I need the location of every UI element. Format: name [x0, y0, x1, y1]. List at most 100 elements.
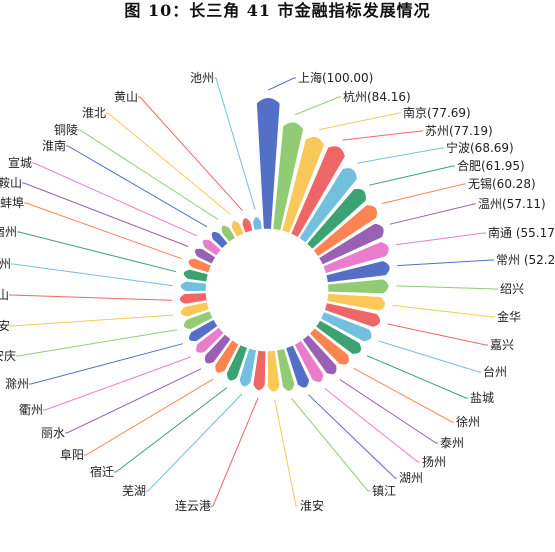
leader-line-15 — [366, 355, 468, 399]
rose-petal-2 — [272, 121, 304, 231]
petal-label-11: 绍兴 — [500, 282, 524, 296]
leader-line-40 — [138, 96, 243, 212]
petal-label-31: 舟山 — [0, 288, 9, 302]
petal-label-2: 杭州(84.16) — [343, 89, 411, 104]
leader-line-33 — [17, 231, 177, 273]
leader-line-12 — [392, 304, 495, 318]
rose-petal-15 — [315, 319, 362, 355]
leader-line-27 — [43, 356, 192, 411]
leader-line-17 — [339, 379, 438, 444]
rose-petal-38 — [221, 225, 236, 243]
rose-petal-5 — [298, 167, 358, 244]
leader-line-37 — [66, 145, 208, 228]
leader-line-22 — [211, 397, 259, 507]
leader-line-11 — [396, 285, 498, 290]
leader-line-39 — [106, 112, 231, 215]
petal-label-22: 连云港 — [175, 498, 211, 513]
rose-petal-25 — [214, 339, 240, 374]
petal-label-25: 阜阳 — [60, 448, 84, 462]
leader-line-31 — [9, 294, 172, 301]
rose-petal-7 — [312, 204, 378, 257]
rose-petal-24 — [226, 344, 248, 382]
leader-line-8 — [389, 203, 476, 225]
rose-petal-10 — [325, 260, 391, 283]
leader-line-16 — [353, 367, 454, 423]
rose-petal-27 — [195, 326, 225, 354]
leader-line-18 — [324, 388, 420, 463]
petal-label-9: 南通 (55.17 — [488, 225, 555, 240]
rose-petal-28 — [188, 319, 219, 342]
rose-petal-37 — [211, 231, 229, 249]
leader-line-34 — [24, 202, 182, 259]
petal-label-8: 温州(57.11) — [478, 197, 546, 211]
rose-petal-12 — [326, 293, 386, 312]
leader-line-30 — [10, 314, 174, 327]
leader-line-35 — [22, 182, 189, 247]
leader-line-36 — [32, 162, 198, 237]
leader-line-25 — [84, 378, 214, 456]
petal-label-38: 铜陵 — [54, 122, 78, 137]
rose-petal-16 — [309, 327, 350, 366]
petal-label-1: 上海(100.00) — [298, 70, 373, 85]
petal-label-5: 宁波(68.69) — [446, 140, 514, 155]
petal-label-24: 宿迁 — [90, 464, 114, 479]
rose-petal-30 — [180, 301, 210, 318]
petal-label-20: 镇江 — [372, 484, 396, 498]
leader-line-28 — [29, 343, 183, 385]
petal-label-3: 南京(77.69) — [403, 105, 471, 120]
petal-label-32: 亳州 — [0, 256, 11, 271]
rose-petal-41 — [252, 216, 263, 231]
rose-petal-17 — [302, 334, 338, 375]
rose-petal-18 — [294, 340, 324, 383]
leader-line-26 — [65, 368, 202, 434]
petal-label-39: 淮北 — [82, 106, 106, 120]
leader-line-13 — [387, 323, 488, 346]
leader-line-6 — [369, 165, 455, 186]
petal-label-12: 金华 — [497, 309, 521, 324]
petal-label-6: 合肥(61.95) — [457, 158, 525, 173]
petal-label-30: 六安 — [0, 318, 10, 333]
rose-petal-23 — [238, 347, 257, 387]
rose-petal-14 — [320, 311, 373, 342]
rose-petal-8 — [318, 223, 385, 266]
rose-petal-9 — [322, 241, 390, 274]
leader-line-29 — [16, 329, 177, 357]
leader-line-38 — [78, 129, 219, 220]
rose-petal-22 — [252, 350, 267, 391]
petal-label-19: 湖州 — [399, 470, 423, 485]
petal-label-17: 泰州 — [440, 436, 464, 450]
rose-petal-39 — [231, 220, 245, 238]
petal-label-23: 芜湖 — [122, 483, 146, 498]
rose-petal-13 — [324, 302, 381, 328]
rose-petal-33 — [183, 269, 209, 283]
rose-petal-40 — [241, 217, 254, 234]
petal-label-14: 台州 — [483, 364, 507, 379]
petal-label-40: 黄山 — [114, 90, 138, 104]
rose-petal-1 — [256, 97, 281, 230]
leader-line-7 — [381, 183, 466, 204]
petal-label-33: 宿州 — [0, 224, 17, 239]
leader-line-3 — [318, 112, 401, 131]
petal-label-28: 滁州 — [5, 376, 29, 391]
petal-label-21: 淮安 — [300, 498, 324, 513]
rose-petal-34 — [187, 258, 212, 273]
rose-petal-21 — [267, 350, 281, 393]
petal-label-41: 池州 — [190, 71, 214, 85]
leader-line-32 — [11, 263, 173, 287]
leader-line-10 — [397, 259, 494, 267]
rose-petal-3 — [281, 136, 325, 234]
petal-label-10: 常州 (52.2 — [496, 253, 555, 267]
leader-line-41 — [214, 77, 256, 210]
rose-petal-32 — [180, 280, 207, 292]
leader-line-23 — [146, 393, 243, 492]
rose-petal-19 — [285, 344, 310, 389]
rose-petal-4 — [290, 145, 346, 238]
petal-label-34: 蚌埠 — [0, 196, 24, 210]
petal-label-4: 苏州(77.19) — [425, 124, 493, 138]
rose-petal-6 — [306, 188, 367, 250]
rose-petal-31 — [179, 292, 208, 305]
rose-petal-35 — [194, 248, 216, 265]
petal-label-13: 嘉兴 — [490, 338, 514, 352]
leader-line-9 — [395, 232, 486, 246]
